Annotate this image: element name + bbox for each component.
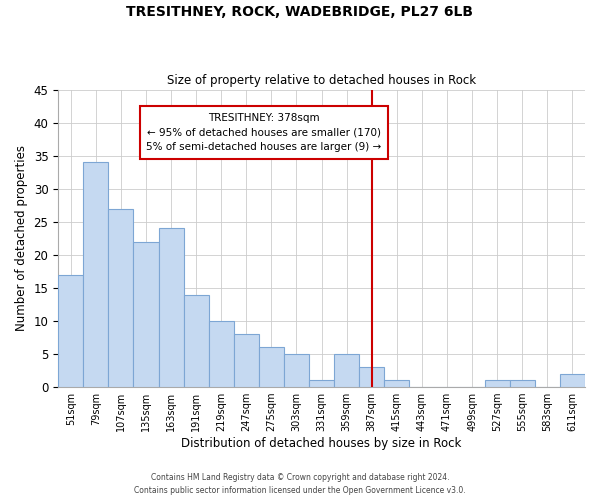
Bar: [109, 208, 133, 387]
Bar: [83, 162, 109, 387]
Bar: [284, 354, 309, 387]
Bar: [510, 380, 535, 387]
Bar: [158, 228, 184, 387]
X-axis label: Distribution of detached houses by size in Rock: Distribution of detached houses by size …: [181, 437, 462, 450]
Bar: [334, 354, 359, 387]
Bar: [234, 334, 259, 387]
Y-axis label: Number of detached properties: Number of detached properties: [15, 146, 28, 332]
Text: Contains HM Land Registry data © Crown copyright and database right 2024.
Contai: Contains HM Land Registry data © Crown c…: [134, 474, 466, 495]
Bar: [184, 294, 209, 387]
Bar: [384, 380, 409, 387]
Text: TRESITHNEY: 378sqm
← 95% of detached houses are smaller (170)
5% of semi-detache: TRESITHNEY: 378sqm ← 95% of detached hou…: [146, 112, 382, 152]
Bar: [309, 380, 334, 387]
Title: Size of property relative to detached houses in Rock: Size of property relative to detached ho…: [167, 74, 476, 87]
Bar: [133, 242, 158, 387]
Bar: [359, 367, 384, 387]
Text: TRESITHNEY, ROCK, WADEBRIDGE, PL27 6LB: TRESITHNEY, ROCK, WADEBRIDGE, PL27 6LB: [127, 5, 473, 19]
Bar: [209, 321, 234, 387]
Bar: [58, 274, 83, 387]
Bar: [259, 348, 284, 387]
Bar: [485, 380, 510, 387]
Bar: [560, 374, 585, 387]
